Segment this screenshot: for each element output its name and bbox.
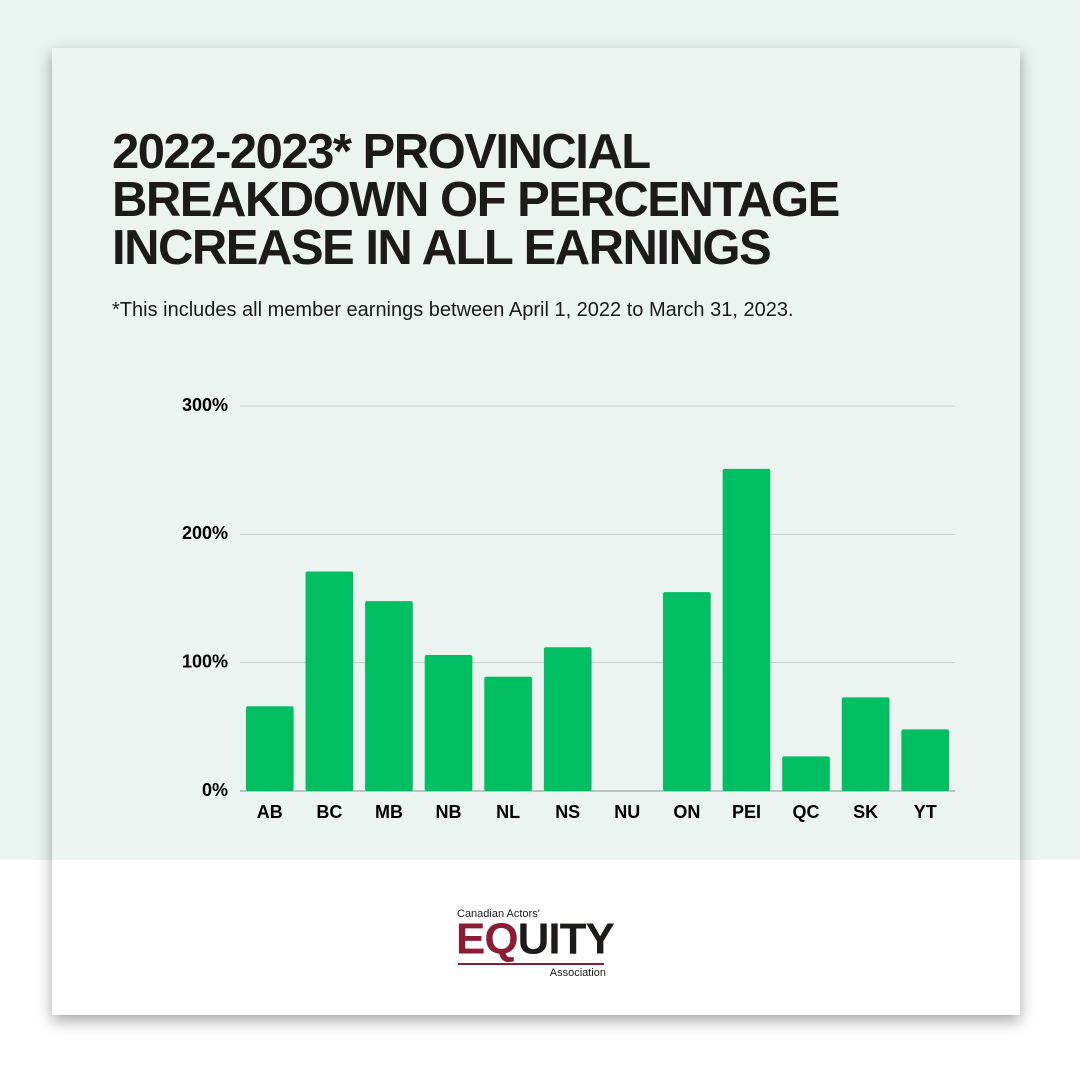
bar [484, 676, 532, 791]
x-tick-label: QC [793, 802, 820, 822]
x-tick-label: AB [257, 802, 283, 822]
x-tick-label: ON [673, 802, 700, 822]
logo-bottom: Association [550, 967, 606, 979]
bar [245, 706, 294, 791]
card: 2022-2023* PROVINCIAL BREAKDOWN OF PERCE… [52, 48, 1020, 1015]
bar [663, 592, 711, 791]
y-tick-label: 100% [182, 651, 228, 671]
bar [424, 654, 473, 791]
x-tick-label: PEI [732, 802, 761, 822]
x-tick-label: NL [496, 802, 520, 822]
x-tick-label: SK [853, 802, 878, 822]
bar [543, 647, 592, 791]
chart-title: 2022-2023* PROVINCIAL BREAKDOWN OF PERCE… [112, 125, 840, 275]
bar [901, 729, 950, 791]
bar [841, 697, 890, 791]
bar [782, 756, 830, 791]
chart-subtitle: *This includes all member earnings betwe… [112, 299, 794, 321]
bar [722, 468, 771, 791]
x-tick-label: MB [375, 802, 403, 822]
x-tick-label: YT [914, 802, 937, 822]
x-tick-label: NB [436, 802, 462, 822]
y-tick-label: 300% [182, 395, 228, 415]
bar [305, 571, 354, 791]
x-tick-label: BC [316, 802, 342, 822]
bar [365, 601, 413, 791]
logo-top: Canadian Actors' [457, 908, 540, 920]
y-tick-label: 200% [182, 523, 228, 543]
x-tick-label: NU [614, 802, 640, 822]
y-tick-label: 0% [202, 780, 228, 800]
logo-name: EQUITY [456, 915, 614, 964]
x-tick-label: NS [555, 802, 580, 822]
